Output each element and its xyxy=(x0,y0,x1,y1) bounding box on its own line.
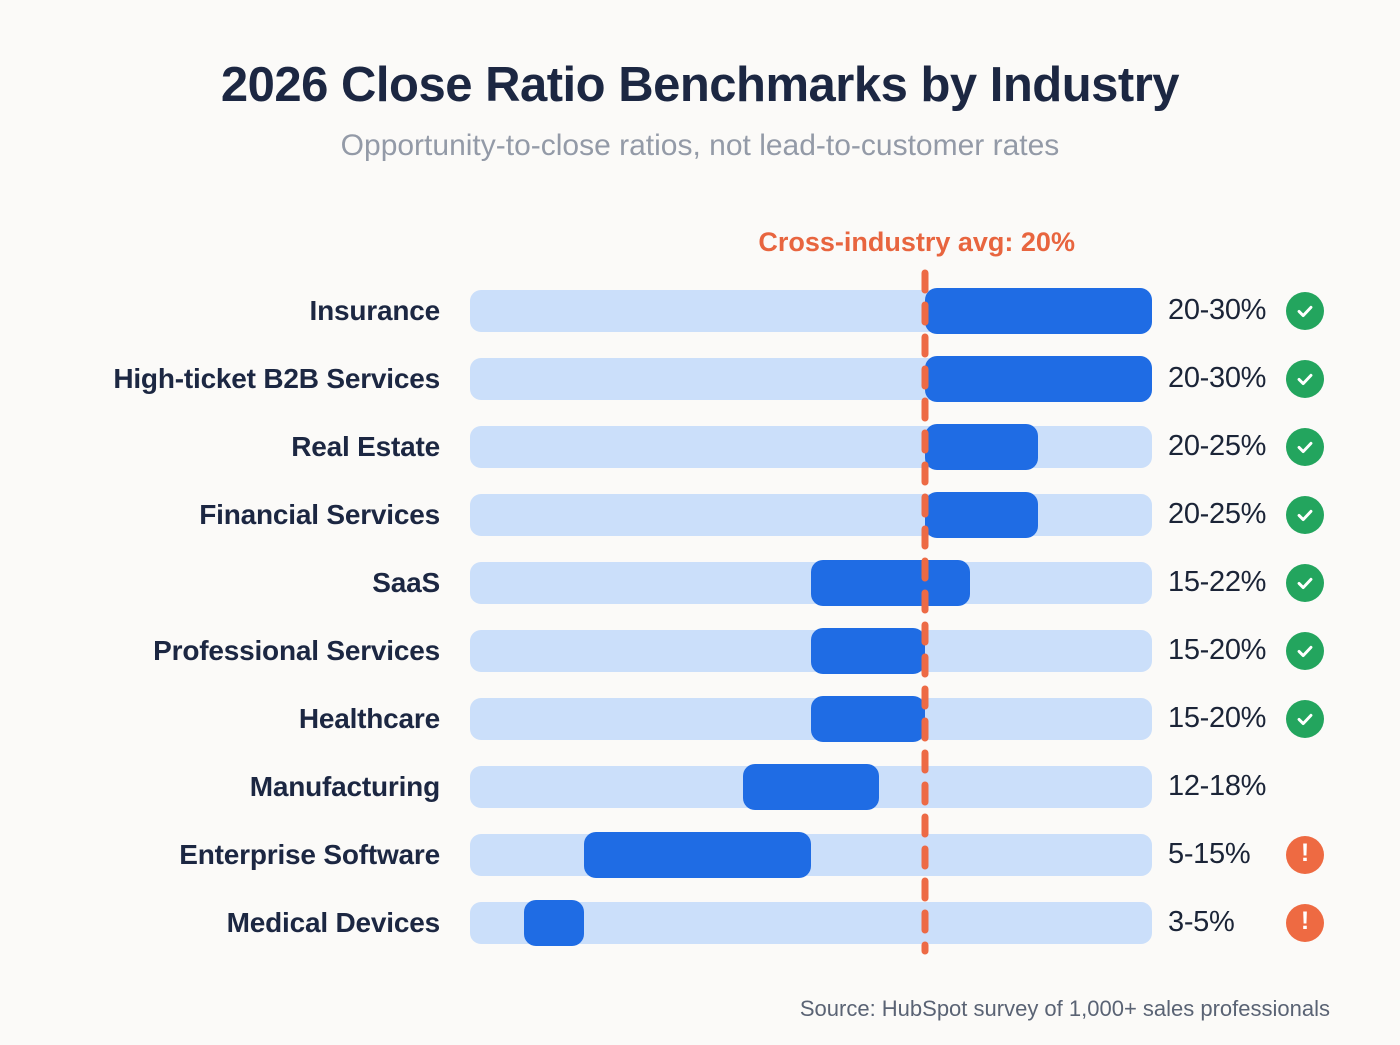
value-label: 20-30% xyxy=(1168,362,1267,395)
industry-label: High-ticket B2B Services xyxy=(113,362,440,394)
check-icon xyxy=(1286,495,1324,534)
bar-fill xyxy=(811,559,971,606)
bar-fill xyxy=(924,355,1152,402)
bar-fill xyxy=(523,899,584,946)
chart-row: Medical Devices 3-5% ! xyxy=(0,889,1400,957)
warning-icon: ! xyxy=(1286,903,1324,942)
industry-label: Enterprise Software xyxy=(179,838,440,870)
bar-track xyxy=(470,493,1152,536)
industry-label: Real Estate xyxy=(291,430,440,462)
check-icon xyxy=(1286,563,1324,602)
header: 2026 Close Ratio Benchmarks by Industry … xyxy=(0,0,1400,163)
chart-row: Manufacturing 12-18% xyxy=(0,753,1400,821)
bar-track xyxy=(470,425,1152,468)
bar-track xyxy=(470,629,1152,672)
bar-track-wrap xyxy=(470,559,1152,606)
value-label: 20-25% xyxy=(1168,498,1267,531)
check-icon xyxy=(1286,359,1324,398)
check-icon xyxy=(1286,699,1324,738)
avg-annotation: Cross-industry avg: 20% xyxy=(758,226,1075,257)
chart-row: Real Estate 20-25% xyxy=(0,413,1400,481)
bar-fill xyxy=(811,627,925,674)
page-title: 2026 Close Ratio Benchmarks by Industry xyxy=(220,58,1180,112)
bar-track-wrap xyxy=(470,899,1152,946)
chart-rows: Insurance 20-30% High-ticket B2B Service… xyxy=(0,277,1400,957)
bar-fill xyxy=(924,423,1039,470)
chart-row: High-ticket B2B Services 20-30% xyxy=(0,345,1400,413)
bar-track-wrap xyxy=(470,355,1152,402)
bar-track-wrap xyxy=(470,763,1152,810)
bar-track-wrap xyxy=(470,491,1152,538)
page-subtitle: Opportunity-to-close ratios, not lead-to… xyxy=(340,128,1060,162)
bar-track-wrap xyxy=(470,695,1152,742)
value-label: 15-20% xyxy=(1168,634,1267,667)
value-label: 12-18% xyxy=(1168,770,1267,803)
bar-track-wrap xyxy=(470,627,1152,674)
value-label: 20-30% xyxy=(1168,294,1267,327)
bar-fill xyxy=(924,287,1152,334)
industry-label: Medical Devices xyxy=(226,906,441,938)
chart-row: Enterprise Software 5-15% ! xyxy=(0,821,1400,889)
value-label: 5-15% xyxy=(1168,838,1251,871)
bar-track xyxy=(470,561,1152,604)
industry-label: Insurance xyxy=(309,294,441,326)
chart-row: Financial Services 20-25% xyxy=(0,481,1400,549)
chart-row: Professional Services 15-20% xyxy=(0,617,1400,685)
chart: Cross-industry avg: 20% Insurance 20-30%… xyxy=(0,227,1400,957)
value-label: 15-22% xyxy=(1168,566,1267,599)
bar-fill xyxy=(583,831,811,878)
bar-track-wrap xyxy=(470,287,1152,334)
bar-fill xyxy=(924,491,1039,538)
bar-fill xyxy=(742,763,880,810)
bar-track xyxy=(470,697,1152,740)
industry-label: Manufacturing xyxy=(249,770,440,802)
check-icon xyxy=(1286,427,1324,466)
bar-track-wrap xyxy=(470,423,1152,470)
value-label: 20-25% xyxy=(1168,430,1267,463)
industry-label: Professional Services xyxy=(153,634,440,666)
bar-track xyxy=(470,833,1152,876)
industry-label: SaaS xyxy=(372,566,440,598)
source-note: Source: HubSpot survey of 1,000+ sales p… xyxy=(799,996,1330,1021)
value-label: 3-5% xyxy=(1168,906,1235,939)
industry-label: Healthcare xyxy=(298,702,440,734)
bar-track-wrap xyxy=(470,831,1152,878)
chart-row: Healthcare 15-20% xyxy=(0,685,1400,753)
chart-row: SaaS 15-22% xyxy=(0,549,1400,617)
industry-label: Financial Services xyxy=(199,498,440,530)
check-icon xyxy=(1286,631,1324,670)
warning-icon: ! xyxy=(1286,835,1324,874)
chart-row: Insurance 20-30% xyxy=(0,277,1400,345)
value-label: 15-20% xyxy=(1168,702,1267,735)
check-icon xyxy=(1286,291,1324,330)
bar-fill xyxy=(811,695,925,742)
